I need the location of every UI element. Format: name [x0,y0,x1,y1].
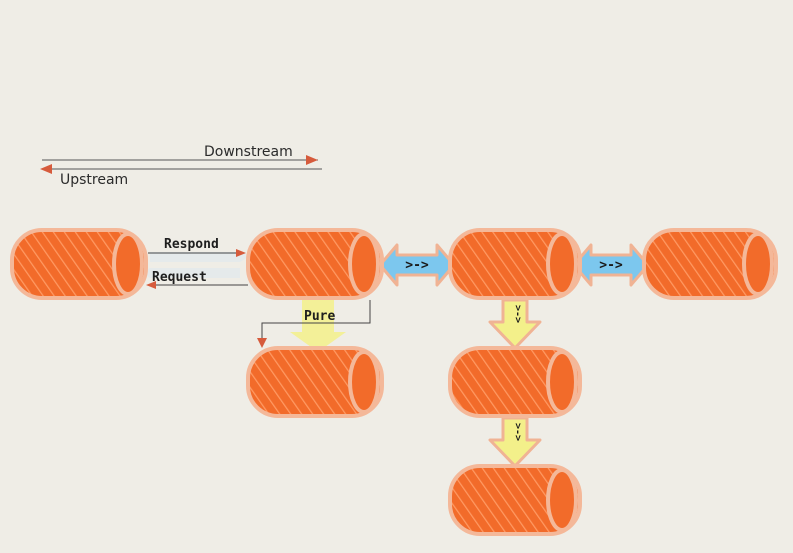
compose-arrow-right-1: >-> [378,243,456,287]
compose-label: >-> [405,258,429,273]
pipe-node-6 [448,464,582,536]
request-arrowhead-icon [146,281,156,289]
pipe-node-3 [448,228,582,300]
pipe-cylinder-icon [246,228,384,300]
pure-connector: Pure [257,300,371,352]
request-band [142,268,240,278]
pipe-node-2 [246,228,384,300]
compose-arrow-down-2: >-> [488,416,542,468]
pipe-node-pure [246,346,384,418]
request-label: Request [152,270,207,285]
respond-request-connector: Respond Request [142,237,250,289]
downstream-label: Downstream [204,144,293,160]
pure-label: Pure [304,309,335,324]
respond-label: Respond [164,237,219,252]
pure-arrowhead-icon [257,338,267,348]
pipe-cylinder-icon [448,228,582,300]
pipe-cylinder-icon [10,228,148,300]
respond-arrowhead-icon [236,249,246,257]
respond-band [150,252,250,262]
upstream-label: Upstream [60,172,128,188]
pipe-cylinder-icon [448,464,582,536]
pipe-node-5 [448,346,582,418]
down-arrow-icon [488,416,542,468]
pipe-node-4 [642,228,778,300]
compose-arrow-right-2: >-> [572,243,650,287]
pure-arrow-icon [290,300,346,352]
pipe-cylinder-icon [246,346,384,418]
pipe-node-1 [10,228,148,300]
upstream-arrowhead-icon [40,164,52,174]
direction-legend: Downstream Upstream [40,144,322,188]
compose-arrow-down-1: >-> [488,298,542,350]
downstream-arrowhead-icon [306,155,318,165]
down-arrow-icon [488,298,542,350]
compose-label: >-> [512,305,523,323]
pipe-cylinder-icon [642,228,778,300]
compose-label: >-> [599,258,623,273]
pipe-cylinder-icon [448,346,582,418]
compose-label: >-> [512,423,523,441]
